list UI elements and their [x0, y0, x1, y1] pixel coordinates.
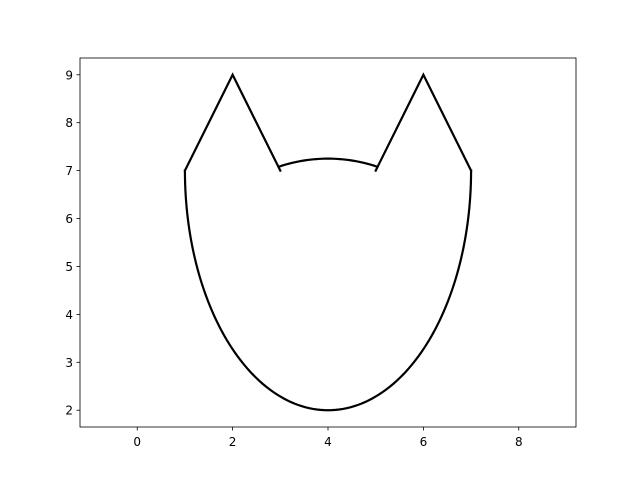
y-tick-label: 8	[65, 116, 73, 130]
y-tick-label: 4	[65, 308, 73, 322]
plot-frame	[79, 57, 577, 428]
y-tick-label: 2	[65, 404, 73, 418]
y-tick-label: 9	[65, 68, 73, 82]
x-tick-label: 6	[420, 435, 428, 449]
x-tick-label: 4	[324, 435, 332, 449]
x-tick-label: 8	[515, 435, 523, 449]
axis-ticks: 0 2 4 6 8 2 3 4 5 6 7 8 9	[65, 68, 522, 449]
plot-area	[183, 72, 473, 412]
y-tick-label: 3	[65, 356, 73, 370]
x-tick-label: 2	[229, 435, 237, 449]
y-tick-label: 5	[65, 260, 73, 274]
y-tick-label: 6	[65, 212, 73, 226]
x-tick-label: 0	[133, 435, 141, 449]
series-line	[183, 72, 473, 412]
y-tick-label: 7	[65, 164, 73, 178]
